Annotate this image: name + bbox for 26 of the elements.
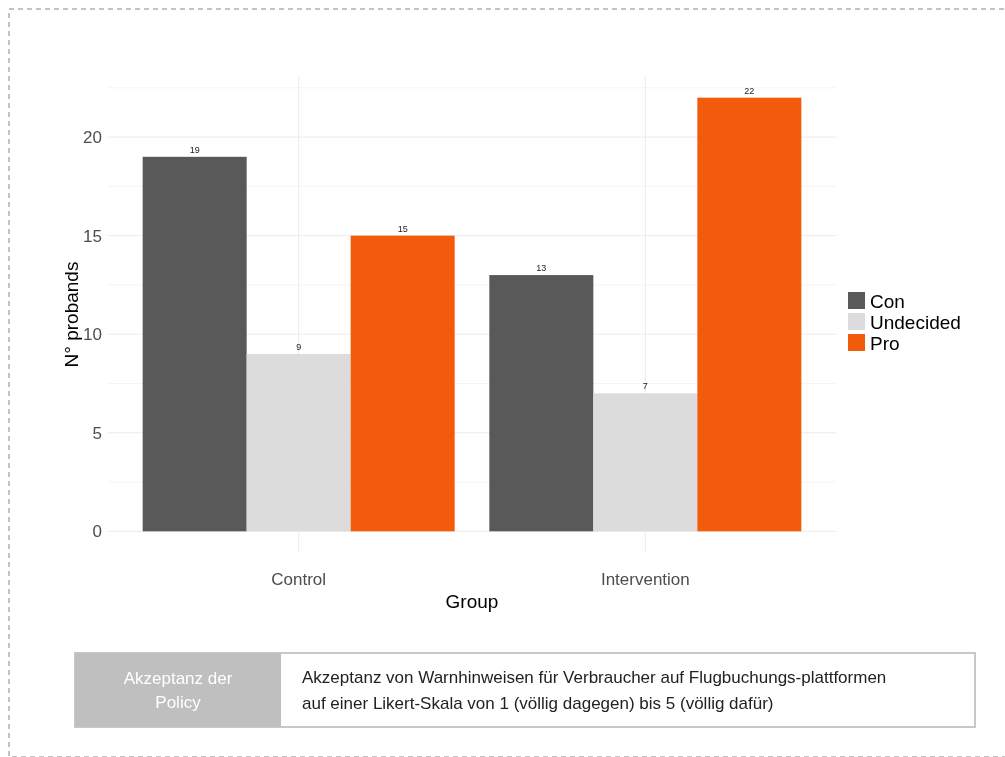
y-tick-label: 10 [83, 325, 102, 345]
bar [489, 275, 594, 532]
legend-label: Con [870, 290, 905, 312]
y-tick-label: 15 [83, 226, 102, 246]
bar [593, 393, 698, 532]
y-tick-label: 20 [83, 128, 102, 148]
y-axis-title: N° probands [61, 261, 82, 368]
x-axis-title: Group [445, 591, 499, 612]
text: Akzeptanz von Warnhinweisen für Verbraucher auf Flugbuchungs-plattformen auf einer Likert-Skala von 1 (völlig dagegen) bis 5 (völlig dafür) [302, 667, 887, 713]
text: Akzeptanz der Policy [123, 668, 233, 712]
x-tick-label: Intervention [600, 570, 690, 589]
bar [142, 156, 247, 532]
data-label: 9 [296, 341, 302, 352]
data-label: 19 [189, 144, 200, 155]
bar [246, 353, 351, 532]
legend-label: Pro [870, 332, 900, 354]
bar [350, 235, 455, 532]
x-tick-label: Control [271, 570, 327, 589]
bar [697, 97, 802, 532]
legend-label: Undecided [870, 311, 961, 333]
data-label: 7 [642, 381, 648, 392]
y-tick-label: 5 [92, 423, 102, 443]
data-label: 13 [536, 263, 547, 274]
y-tick-label: 0 [92, 522, 102, 542]
data-label: 22 [744, 85, 755, 96]
data-label: 15 [397, 223, 408, 234]
